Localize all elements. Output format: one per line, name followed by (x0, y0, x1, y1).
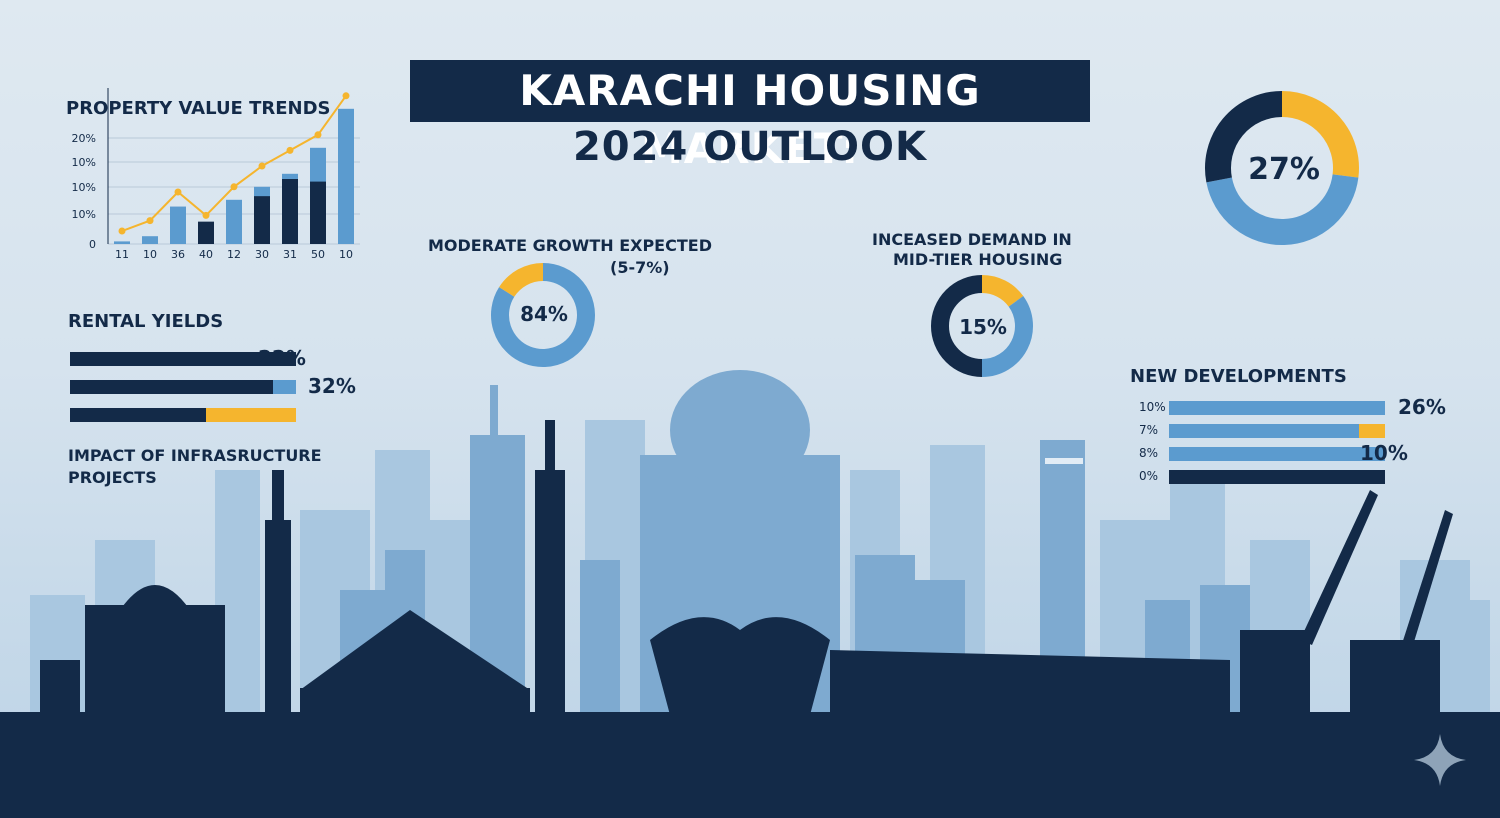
y-tick-label: 0 (89, 238, 96, 251)
trend-point (202, 211, 210, 219)
x-tick-label: 10 (339, 248, 353, 261)
donut-slice (1205, 91, 1283, 183)
trend-point (230, 183, 238, 191)
trend-point (286, 146, 294, 154)
y-tick-label: 20% (72, 132, 96, 145)
trend-point (174, 188, 182, 196)
y-tick-label: 10% (72, 208, 96, 221)
bar-tick-label: 7% (1139, 423, 1159, 437)
share-donut (1205, 91, 1359, 245)
x-tick-label: 36 (171, 248, 185, 261)
infrastructure-label-line2: PROJECTS (68, 468, 157, 487)
bar-value-label: 32% (308, 374, 356, 398)
bar-light (142, 236, 158, 244)
trend-point (342, 92, 350, 100)
property-trends-title: PROPERTY VALUE TRENDS (66, 98, 331, 119)
bar-segment (70, 380, 274, 394)
donut-slice (1281, 91, 1359, 178)
bar-tick-label: 8% (1139, 446, 1159, 460)
trend-point (146, 217, 154, 225)
bar-segment (70, 352, 296, 366)
bar-light (170, 206, 186, 244)
donut-slice (491, 263, 595, 367)
bar-segment (70, 408, 206, 422)
share-donut-value: 27% (1248, 152, 1320, 187)
bar-dark (310, 181, 326, 244)
new-developments-title: NEW DEVELOPMENTS (1130, 366, 1347, 387)
growth-donut (491, 263, 595, 367)
y-tick-label: 10% (72, 156, 96, 169)
trend-point (314, 131, 322, 139)
y-tick-label: 10% (72, 181, 96, 194)
x-tick-label: 10 (143, 248, 157, 261)
x-tick-label: 12 (227, 248, 241, 261)
x-tick-label: 40 (199, 248, 213, 261)
bar-light (338, 108, 354, 244)
bar-dark (254, 196, 270, 244)
bar-segment (1169, 470, 1385, 484)
bar-segment (205, 408, 296, 422)
bar-dark (198, 221, 214, 244)
trend-point (258, 162, 266, 170)
bar-value-label: 22% (258, 346, 306, 370)
bar-segment (1169, 447, 1385, 461)
trend-point (118, 227, 126, 235)
demand-donut-value: 15% (959, 315, 1007, 339)
demand-donut (931, 275, 1033, 377)
donut-slice (981, 275, 1024, 307)
x-tick-label: 31 (283, 248, 297, 261)
page-title: KARACHI HOUSING MARKET: (519, 66, 981, 173)
infrastructure-label: IMPACT OF INFRASRUCTURE PROJECTS (68, 445, 322, 489)
title-banner (410, 60, 1090, 122)
donut-slice (1206, 173, 1359, 245)
demand-title: INCEASED DEMAND IN (872, 230, 1072, 249)
growth-subtitle: (5-7%) (610, 258, 670, 277)
x-tick-label: 30 (255, 248, 269, 261)
bar-light (226, 199, 242, 244)
bar-value-label: 26% (1398, 395, 1446, 419)
bar-value-label: 10% (1360, 441, 1408, 465)
bar-segment (1169, 401, 1385, 415)
page-subtitle: 2024 OUTLOOK (572, 124, 928, 170)
bar-tick-label: 10% (1139, 400, 1166, 414)
bar-dark (282, 179, 298, 244)
growth-donut-value: 84% (520, 302, 568, 326)
growth-title: MODERATE GROWTH EXPECTED (428, 236, 712, 255)
bar-segment (1359, 424, 1385, 438)
x-tick-label: 50 (311, 248, 325, 261)
rental-yields-title: RENTAL YIELDS (68, 311, 224, 332)
donut-slice (499, 263, 544, 298)
bar-segment (273, 380, 296, 394)
donut-slice (981, 296, 1033, 377)
x-tick-label: 11 (115, 248, 129, 261)
demand-subtitle: MID-TIER HOUSING (893, 250, 1063, 269)
property-trends-chart: 20% 10% 10% 10% 0 11 10 36 40 12 30 31 50 10 (72, 88, 360, 261)
bar-light (114, 241, 130, 244)
bar-tick-label: 0% (1139, 469, 1159, 483)
donut-slice (931, 275, 983, 377)
bar-segment (1169, 424, 1360, 438)
infrastructure-label-line1: IMPACT OF INFRASRUCTURE (68, 446, 322, 465)
sparkle-icon (1414, 734, 1466, 786)
